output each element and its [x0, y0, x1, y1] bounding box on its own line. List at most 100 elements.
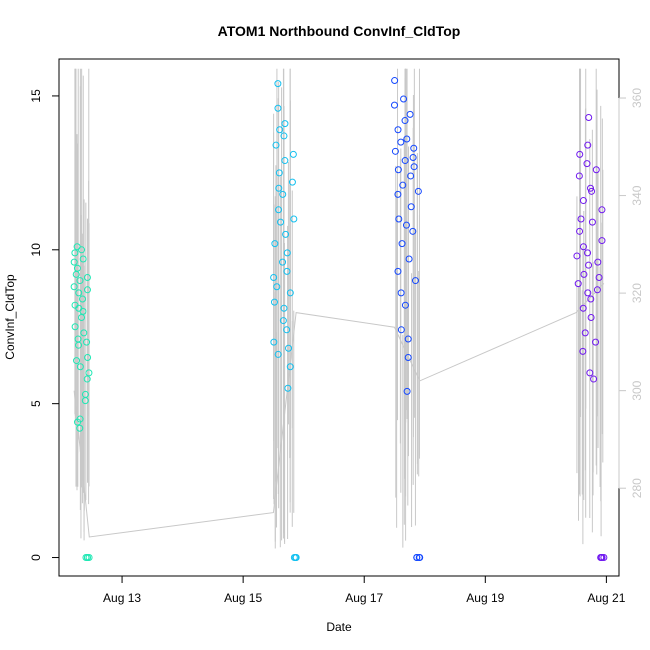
x-tick-label: Aug 19: [466, 591, 504, 605]
data-point: [281, 120, 289, 128]
data-point: [595, 273, 603, 281]
data-point: [402, 221, 410, 229]
data-point: [275, 184, 283, 192]
data-point: [73, 264, 81, 272]
data-point: [400, 95, 408, 103]
data-point: [584, 289, 592, 297]
data-point: [575, 172, 583, 180]
data-point: [592, 166, 600, 174]
data-point: [394, 166, 402, 174]
data-point: [76, 363, 84, 371]
data-point: [401, 157, 409, 165]
data-point: [593, 286, 601, 294]
data-point: [81, 390, 89, 398]
y2-tick-label: 300: [630, 380, 644, 400]
data-point: [280, 304, 288, 312]
data-point: [403, 135, 411, 143]
data-point: [288, 178, 296, 186]
data-point: [273, 283, 281, 291]
data-point: [585, 261, 593, 269]
data-point: [581, 329, 589, 337]
data-point: [292, 554, 300, 562]
data-point: [579, 304, 587, 312]
data-point: [78, 295, 86, 303]
data-point: [71, 323, 79, 331]
data-point: [394, 267, 402, 275]
data-point: [406, 110, 414, 118]
y2-tick-label: 320: [630, 283, 644, 303]
data-point: [276, 126, 284, 134]
data-point: [83, 375, 91, 383]
data-point: [579, 197, 587, 205]
y-tick-label: 10: [29, 243, 43, 257]
data-point: [588, 218, 596, 226]
data-point: [598, 237, 606, 245]
y2-tick-label: 280: [630, 478, 644, 498]
data-point: [274, 104, 282, 112]
data-point: [280, 132, 288, 140]
data-point: [395, 215, 403, 223]
data-point: [597, 554, 605, 562]
data-point: [79, 255, 87, 263]
data-point: [75, 289, 83, 297]
x-tick-label: Aug 13: [103, 591, 141, 605]
data-point: [592, 338, 600, 346]
data-point: [75, 341, 83, 349]
data-point: [283, 267, 291, 275]
data-point: [414, 187, 422, 195]
data-point: [290, 215, 298, 223]
x-axis-label: Date: [326, 620, 352, 634]
data-point: [76, 415, 84, 423]
data-point: [577, 215, 585, 223]
data-point: [279, 258, 287, 266]
data-point: [272, 141, 280, 149]
data-point: [579, 243, 587, 251]
data-point: [590, 375, 598, 383]
y-axis-label: ConvInf_CldTop: [3, 274, 17, 360]
y2-tick-label: 340: [630, 185, 644, 205]
data-point: [279, 190, 287, 198]
data-point: [270, 298, 278, 306]
data-point: [405, 255, 413, 263]
data-point: [284, 384, 292, 392]
data-point: [404, 335, 412, 343]
data-point: [600, 554, 608, 562]
data-point: [279, 317, 287, 325]
data-point: [587, 314, 595, 321]
data-point: [270, 273, 278, 281]
y2-tick-label: 360: [630, 88, 644, 108]
data-point: [407, 172, 415, 180]
data-point: [70, 283, 78, 291]
data-point: [285, 344, 293, 352]
y-tick-label: 15: [29, 89, 43, 103]
data-point: [271, 240, 279, 248]
data-point: [587, 295, 595, 303]
data-point: [79, 307, 87, 315]
data-point: [397, 289, 405, 297]
data-point: [403, 387, 411, 395]
data-point: [275, 206, 283, 214]
data-point: [274, 80, 282, 88]
data-point: [286, 289, 294, 297]
data-point: [416, 554, 424, 562]
data-point: [73, 357, 81, 365]
data-point: [409, 227, 417, 235]
data-point: [76, 277, 84, 285]
data-point: [391, 77, 399, 85]
data-point: [286, 363, 294, 371]
data-point: [573, 252, 581, 260]
data-point: [576, 150, 584, 158]
data-point: [410, 144, 418, 152]
y-tick-label: 0: [29, 554, 43, 561]
axes-layer: Aug 13 Aug 15 Aug 17 Aug 19 Aug 21 0 5 10 15 280 3…: [29, 88, 644, 605]
x-tick-label: Aug 17: [345, 591, 383, 605]
data-point: [85, 369, 93, 377]
data-point: [277, 218, 285, 226]
data-point: [83, 338, 91, 346]
x-tick-label: Aug 15: [224, 591, 262, 605]
data-point: [585, 113, 593, 121]
data-point: [83, 554, 91, 562]
plot-frame: [58, 58, 620, 577]
y-tick-label: 5: [29, 400, 43, 407]
